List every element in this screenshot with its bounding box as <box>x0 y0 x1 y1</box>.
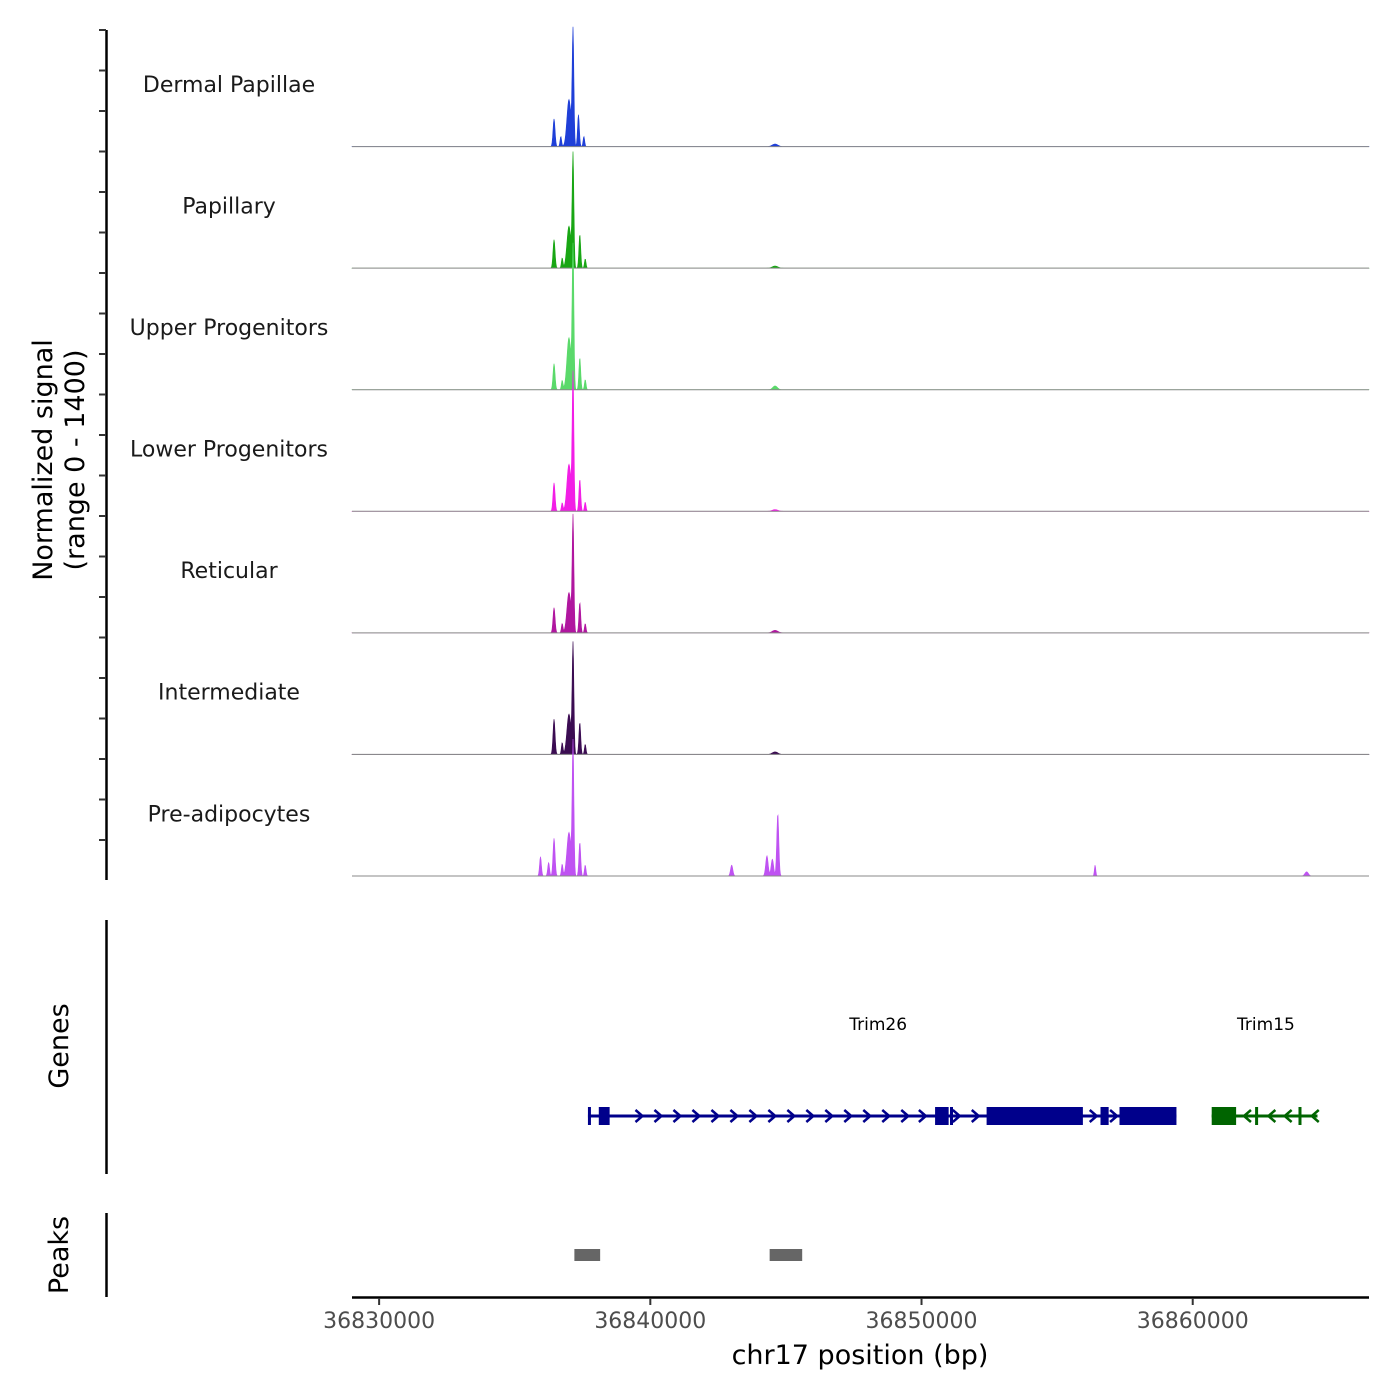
strand-arrow <box>1088 1109 1099 1123</box>
gene-label: Trim26 <box>848 1015 907 1035</box>
strand-arrow <box>748 1109 759 1123</box>
peak-region <box>769 1249 803 1261</box>
signal-area <box>351 641 1370 755</box>
track-upper-progenitors: Upper Progenitors <box>130 242 1370 391</box>
track-label: Upper Progenitors <box>130 316 329 341</box>
gene-trim15: Trim15 <box>1211 1015 1320 1125</box>
signal-area <box>351 151 1370 269</box>
x-axis-title: chr17 position (bp) <box>732 1340 989 1371</box>
peaks-track-title: Peaks <box>44 1216 75 1294</box>
gene-exon <box>598 1107 610 1125</box>
signal-area <box>351 26 1370 147</box>
signal-area <box>351 513 1370 634</box>
strand-arrow <box>672 1109 683 1123</box>
strand-arrow <box>653 1109 664 1123</box>
x-tick-label: 36830000 <box>323 1309 435 1334</box>
signal-area <box>352 738 1369 877</box>
gene-exon <box>1119 1107 1177 1125</box>
gene-track: Trim26 Trim15 <box>587 1015 1320 1125</box>
strand-arrow <box>900 1109 911 1123</box>
gene-exon <box>587 1107 591 1125</box>
y-axis-title: Normalized signal (range 0 - 1400) <box>28 339 91 581</box>
track-label: Reticular <box>180 559 278 584</box>
gene-exon <box>935 1107 949 1125</box>
strand-arrow <box>1242 1109 1252 1123</box>
x-tick-label: 36850000 <box>866 1309 978 1334</box>
gene-trim26: Trim26 <box>587 1015 1177 1125</box>
coverage-tracks: Dermal Papillae Papillary Upper Progenitor… <box>130 26 1370 877</box>
signal-area <box>351 370 1370 512</box>
peak-region <box>574 1249 601 1261</box>
strand-arrow <box>843 1109 854 1123</box>
strand-arrow <box>881 1109 892 1123</box>
gene-exon <box>1298 1107 1302 1125</box>
strand-arrow <box>918 1109 928 1123</box>
strand-arrow <box>970 1109 981 1123</box>
strand-arrow <box>1109 1109 1119 1123</box>
track-label: Dermal Papillae <box>143 73 315 98</box>
track-papillary: Papillary <box>182 151 1370 269</box>
track-label: Pre-adipocytes <box>148 802 311 827</box>
track-lower-progenitors: Lower Progenitors <box>130 370 1370 512</box>
track-pre-adipocytes: Pre-adipocytes <box>148 738 1369 877</box>
strand-arrow <box>634 1109 645 1123</box>
x-axis-ticks: 36830000 36840000 36850000 36860000 <box>323 1298 1249 1334</box>
peaks-track <box>574 1249 803 1261</box>
y-axis-title-line2: (range 0 - 1400) <box>60 350 91 571</box>
strand-arrow <box>1282 1109 1293 1123</box>
strand-arrow <box>951 1109 962 1123</box>
track-reticular: Reticular <box>180 513 1370 634</box>
strand-arrow <box>691 1109 702 1123</box>
track-label: Lower Progenitors <box>130 438 328 463</box>
strand-arrow <box>862 1109 873 1123</box>
genes-track-title: Genes <box>44 1003 75 1088</box>
track-label: Intermediate <box>158 681 300 706</box>
gene-exon <box>949 1107 953 1125</box>
gene-exon <box>1255 1107 1259 1125</box>
signal-area <box>351 242 1370 391</box>
strand-arrow <box>1309 1109 1320 1123</box>
y-axis-title-line1: Normalized signal <box>28 339 59 581</box>
x-tick-label: 36860000 <box>1137 1309 1249 1334</box>
strand-arrow <box>767 1109 778 1123</box>
gene-exon <box>1100 1107 1109 1125</box>
gene-exon <box>986 1107 1083 1125</box>
track-dermal-papillae: Dermal Papillae <box>143 26 1370 148</box>
track-intermediate: Intermediate <box>158 641 1370 755</box>
strand-arrow <box>786 1109 797 1123</box>
strand-arrow <box>805 1109 816 1123</box>
gene-exon <box>1211 1107 1237 1125</box>
x-tick-label: 36840000 <box>594 1309 706 1334</box>
coverage-y-ticks <box>99 29 106 841</box>
track-label: Papillary <box>182 194 276 219</box>
gene-label: Trim15 <box>1236 1015 1295 1035</box>
strand-arrow <box>1266 1109 1277 1123</box>
strand-arrow <box>729 1109 740 1123</box>
strand-arrow <box>824 1109 835 1123</box>
strand-arrow <box>710 1109 721 1123</box>
